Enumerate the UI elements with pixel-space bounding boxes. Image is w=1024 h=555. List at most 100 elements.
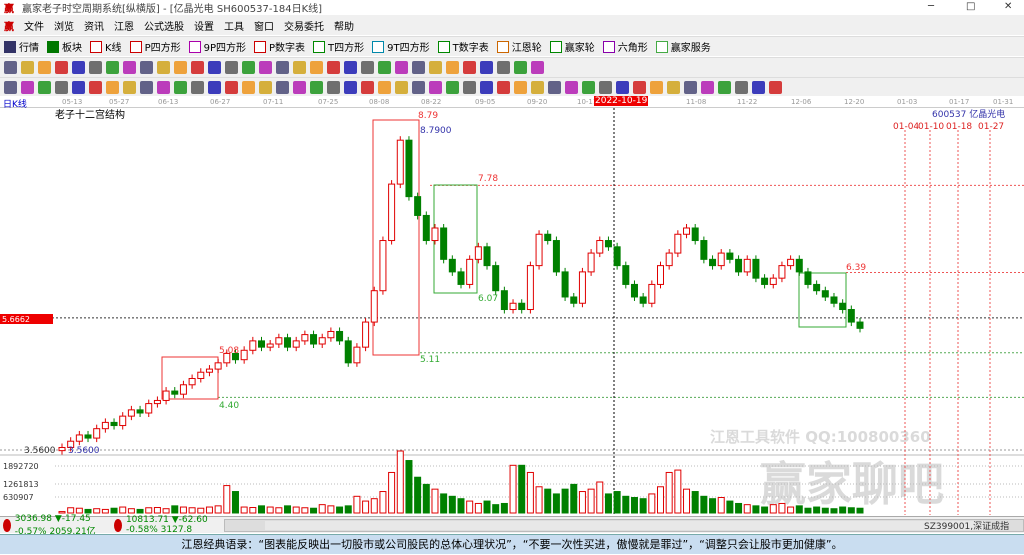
- quote-button[interactable]: 行情: [4, 39, 39, 54]
- tool-icon[interactable]: [599, 80, 612, 94]
- tool-icon[interactable]: [718, 80, 731, 94]
- horizontal-scrollbar[interactable]: [224, 518, 1024, 532]
- tool-icon[interactable]: [667, 80, 680, 94]
- tool-icon[interactable]: [769, 80, 782, 94]
- tool-icon[interactable]: [514, 80, 527, 94]
- tool-icon[interactable]: [446, 80, 459, 94]
- tool-icon[interactable]: [38, 61, 51, 74]
- tool-icon[interactable]: [480, 61, 493, 74]
- tool-icon[interactable]: [293, 61, 306, 74]
- tool-icon[interactable]: [378, 80, 391, 94]
- tool-icon[interactable]: [208, 80, 221, 94]
- tool-icon[interactable]: [752, 80, 765, 94]
- tn-table-button[interactable]: T数字表: [437, 39, 489, 54]
- tool-icon[interactable]: [310, 80, 323, 94]
- menu-item-0[interactable]: 文件: [24, 21, 44, 33]
- tool-icon[interactable]: [89, 61, 102, 74]
- menu-item-7[interactable]: 窗口: [254, 21, 274, 33]
- kline-button[interactable]: K线: [90, 39, 122, 54]
- menu-item-1[interactable]: 浏览: [54, 21, 74, 33]
- tool-icon[interactable]: [735, 80, 748, 94]
- index-selector[interactable]: SZ399001,深证成指: [924, 521, 1010, 532]
- maximize-button[interactable]: □: [966, 1, 976, 12]
- menu-item-4[interactable]: 公式选股: [144, 21, 184, 33]
- tool-icon[interactable]: [123, 61, 136, 74]
- tool-icon[interactable]: [395, 61, 408, 74]
- menu-item-5[interactable]: 设置: [194, 21, 214, 33]
- tool-icon[interactable]: [225, 80, 238, 94]
- tool-icon[interactable]: [497, 80, 510, 94]
- tool-icon[interactable]: [72, 80, 85, 94]
- tool-icon[interactable]: [327, 61, 340, 74]
- tool-icon[interactable]: [565, 80, 578, 94]
- tool-icon[interactable]: [55, 61, 68, 74]
- tool-icon[interactable]: [514, 61, 527, 74]
- tool-icon[interactable]: [157, 61, 170, 74]
- tool-icon[interactable]: [21, 80, 34, 94]
- tool-icon[interactable]: [89, 80, 102, 94]
- tool-icon[interactable]: [429, 61, 442, 74]
- tool-icon[interactable]: [344, 80, 357, 94]
- tool-icon[interactable]: [174, 61, 187, 74]
- tool-icon[interactable]: [21, 61, 34, 74]
- tool-icon[interactable]: [446, 61, 459, 74]
- tool-icon[interactable]: [395, 80, 408, 94]
- tool-icon[interactable]: [140, 61, 153, 74]
- tool-icon[interactable]: [480, 80, 493, 94]
- tool-icon[interactable]: [276, 80, 289, 94]
- p-square-button[interactable]: P四方形: [129, 39, 181, 54]
- tool-icon[interactable]: [174, 80, 187, 94]
- tool-icon[interactable]: [225, 61, 238, 74]
- menu-item-8[interactable]: 交易委托: [284, 21, 324, 33]
- winner-wheel-button[interactable]: 赢家轮: [549, 39, 595, 54]
- menu-item-3[interactable]: 江恩: [114, 21, 134, 33]
- tool-icon[interactable]: [684, 80, 697, 94]
- tool-icon[interactable]: [412, 61, 425, 74]
- sector-button[interactable]: 板块: [47, 39, 82, 54]
- tool-icon[interactable]: [344, 61, 357, 74]
- tool-icon[interactable]: [616, 80, 629, 94]
- tool-icon[interactable]: [310, 61, 323, 74]
- gann-wheel-button[interactable]: 江恩轮: [496, 39, 542, 54]
- close-button[interactable]: ✕: [1004, 1, 1013, 12]
- tool-icon[interactable]: [123, 80, 136, 94]
- scrollbar-thumb[interactable]: [265, 520, 983, 530]
- tool-icon[interactable]: [701, 80, 714, 94]
- menu-item-2[interactable]: 资讯: [84, 21, 104, 33]
- tool-icon[interactable]: [327, 80, 340, 94]
- tool-icon[interactable]: [208, 61, 221, 74]
- tool-icon[interactable]: [531, 61, 544, 74]
- menu-item-6[interactable]: 工具: [224, 21, 244, 33]
- 9p-square-button[interactable]: 9P四方形: [188, 39, 246, 54]
- dollar-button[interactable]: 赢家服务: [655, 39, 711, 54]
- pn-table-button[interactable]: P数字表: [254, 39, 305, 54]
- tool-icon[interactable]: [259, 80, 272, 94]
- tool-icon[interactable]: [633, 80, 646, 94]
- tool-icon[interactable]: [548, 80, 561, 94]
- tool-icon[interactable]: [497, 61, 510, 74]
- tool-icon[interactable]: [106, 61, 119, 74]
- tool-icon[interactable]: [276, 61, 289, 74]
- t-square-button[interactable]: T四方形: [313, 39, 364, 54]
- menu-item-9[interactable]: 帮助: [334, 21, 354, 33]
- tool-icon[interactable]: [191, 80, 204, 94]
- tool-icon[interactable]: [531, 80, 544, 94]
- tool-icon[interactable]: [242, 61, 255, 74]
- 9t-square-button[interactable]: 9T四方形: [372, 39, 430, 54]
- tool-icon[interactable]: [463, 80, 476, 94]
- tool-icon[interactable]: [412, 80, 425, 94]
- tool-icon[interactable]: [650, 80, 663, 94]
- tool-icon[interactable]: [191, 61, 204, 74]
- tool-icon[interactable]: [259, 61, 272, 74]
- tool-icon[interactable]: [140, 80, 153, 94]
- tool-icon[interactable]: [72, 61, 85, 74]
- tool-icon[interactable]: [55, 80, 68, 94]
- tool-icon[interactable]: [4, 61, 17, 74]
- tool-icon[interactable]: [293, 80, 306, 94]
- tool-icon[interactable]: [38, 80, 51, 94]
- hexagon-button[interactable]: 六角形: [602, 39, 648, 54]
- tool-icon[interactable]: [429, 80, 442, 94]
- minimize-button[interactable]: ─: [928, 1, 935, 12]
- tool-icon[interactable]: [378, 61, 391, 74]
